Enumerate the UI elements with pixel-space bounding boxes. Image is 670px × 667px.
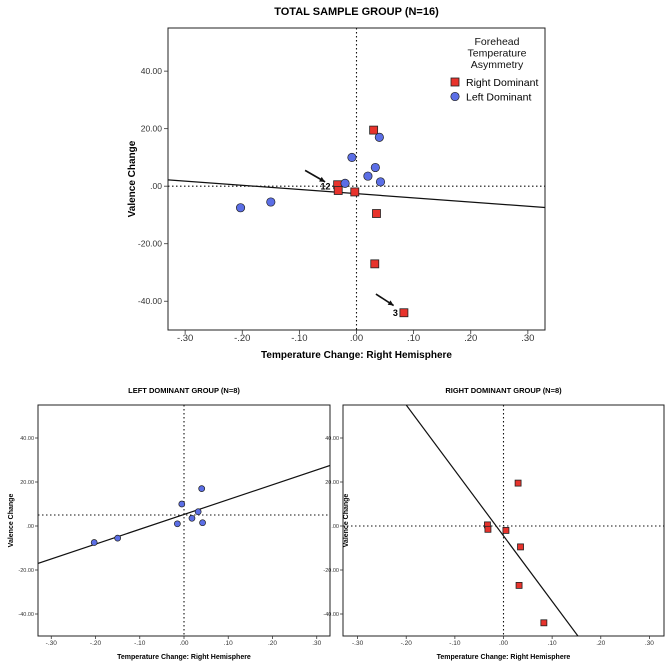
chart-title: LEFT DOMINANT GROUP (N=8) <box>128 386 240 395</box>
x-tick-label: -.30 <box>352 640 364 647</box>
annotation-arrowhead <box>319 176 326 182</box>
x-tick-label: .00 <box>350 333 363 344</box>
x-tick-label: -.10 <box>134 640 146 647</box>
chart-panel-3: RIGHT DOMINANT GROUP (N=8) -.30 -.20 -.10 .0… <box>323 386 665 661</box>
annotation-arrowhead <box>387 300 394 306</box>
y-tick-label: -40.00 <box>323 612 339 618</box>
x-axis-label: Temperature Change: Right Hemisphere <box>261 350 452 361</box>
data-point-circle <box>90 539 98 546</box>
chart-title: TOTAL SAMPLE GROUP (N=16) <box>274 6 439 18</box>
y-tick-label: -20.00 <box>323 568 339 574</box>
data-point-circle <box>194 508 202 516</box>
data-point-square <box>350 187 360 197</box>
x-tick-label: -.10 <box>449 640 461 647</box>
y-tick-label: .00 <box>331 524 339 530</box>
y-tick-label: -40.00 <box>18 612 34 618</box>
x-axis-label: Temperature Change: Right Hemisphere <box>117 654 251 661</box>
y-tick-label: -40.00 <box>138 296 162 306</box>
x-tick-label: .00 <box>179 640 188 647</box>
y-tick-label: 20.00 <box>20 480 34 486</box>
x-tick-label: .20 <box>596 640 605 647</box>
data-point-circle <box>363 171 373 181</box>
x-tick-label: -.20 <box>401 640 413 647</box>
legend-label: Right Dominant <box>466 77 538 89</box>
data-point-circle <box>375 177 386 187</box>
data-point-circle <box>340 178 350 188</box>
y-tick-label: .00 <box>26 524 34 530</box>
data-point-circle <box>347 152 357 162</box>
plot-area <box>167 27 546 331</box>
y-tick-label: -20.00 <box>138 239 162 249</box>
x-tick-label: -.10 <box>291 333 307 344</box>
point-label: 12 <box>320 182 330 192</box>
y-tick-label: -20.00 <box>18 568 34 574</box>
y-axis-label: Valence Change <box>127 140 138 217</box>
data-point-circle <box>266 197 276 207</box>
legend-title: Forehead <box>475 36 520 48</box>
data-point-circle <box>198 485 206 492</box>
data-point-circle <box>188 514 196 522</box>
x-tick-label: .30 <box>645 640 654 647</box>
data-point-square <box>502 527 510 534</box>
legend-label: Left Dominant <box>466 91 531 103</box>
data-point-square <box>370 259 380 269</box>
x-axis-label: Temperature Change: Right Hemisphere <box>437 654 571 661</box>
data-point-circle <box>178 500 186 508</box>
data-point-circle <box>114 534 121 542</box>
data-point-square <box>514 479 522 487</box>
regression-line <box>38 464 330 564</box>
x-tick-label: -.20 <box>90 640 102 647</box>
data-point-square <box>399 308 409 318</box>
y-tick-label: 40.00 <box>141 66 163 76</box>
regression-line <box>405 405 579 636</box>
chart-panel-2: LEFT DOMINANT GROUP (N=8) -.30 -.20 -.10 .00… <box>8 386 331 661</box>
y-tick-label: 20.00 <box>141 124 163 134</box>
y-tick-label: .00 <box>150 181 162 191</box>
data-point-square <box>369 125 379 135</box>
legend-marker-circle <box>450 91 460 102</box>
x-tick-label: .10 <box>548 640 557 647</box>
legend-title: Temperature <box>468 48 527 60</box>
data-point-circle <box>235 203 246 213</box>
x-tick-label: .20 <box>268 640 277 647</box>
data-point-square <box>515 582 523 589</box>
x-tick-label: .10 <box>407 333 420 344</box>
data-point-circle <box>374 132 384 142</box>
data-point-circle <box>174 520 181 528</box>
y-tick-label: 20.00 <box>325 480 339 486</box>
x-tick-label: -.30 <box>177 333 193 344</box>
data-point-square <box>372 209 381 218</box>
x-tick-label: -.30 <box>46 640 58 647</box>
legend-title: Asymmetry <box>471 59 524 71</box>
x-tick-label: -.20 <box>234 333 250 344</box>
data-point-square <box>484 525 492 533</box>
y-axis-label: Valence Change <box>8 494 15 548</box>
data-point-square <box>333 186 343 195</box>
y-tick-label: 40.00 <box>325 436 339 442</box>
chart-panel-1: TOTAL SAMPLE GROUP (N=16) -.30 -.20 -.10 .00… <box>127 6 546 361</box>
chart-title: RIGHT DOMINANT GROUP (N=8) <box>445 386 562 395</box>
data-point-square <box>517 543 524 551</box>
x-tick-label: .00 <box>499 640 508 647</box>
x-tick-label: .20 <box>464 333 477 344</box>
data-point-square <box>540 619 548 627</box>
x-tick-label: .30 <box>521 333 534 344</box>
legend-marker-square <box>450 77 460 87</box>
point-label: 3 <box>393 308 398 318</box>
y-axis-label: Valence Change <box>343 494 350 548</box>
data-point-circle <box>370 162 380 173</box>
y-tick-label: 40.00 <box>20 436 34 442</box>
data-point-circle <box>199 519 206 527</box>
x-tick-label: .10 <box>224 640 233 647</box>
x-tick-label: .30 <box>312 640 321 647</box>
